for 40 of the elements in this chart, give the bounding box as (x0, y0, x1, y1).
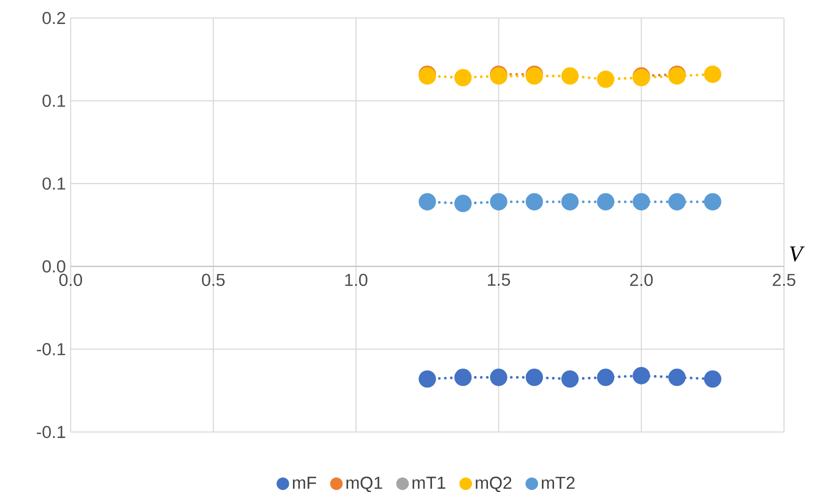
point (597, 368, 614, 386)
y-tick-label: 0.1 (42, 94, 66, 107)
point (490, 368, 508, 386)
point (418, 193, 436, 210)
y-tick-label: 0.1 (42, 177, 66, 190)
y-tick-label: -0.1 (36, 343, 66, 356)
y-tick-label: -0.1 (36, 426, 66, 438)
x-axis-title: V (790, 246, 805, 262)
x-tick-label: 1.5 (488, 274, 510, 286)
point (668, 193, 686, 210)
point (490, 193, 508, 210)
point (704, 193, 722, 210)
point (561, 67, 579, 85)
y-tick-label: 0.2 (42, 12, 66, 24)
point (454, 194, 472, 212)
legend-label: mT2 (542, 476, 575, 489)
legend-label: mF (292, 476, 316, 489)
point (704, 66, 722, 83)
point (526, 193, 544, 210)
point (526, 368, 544, 386)
point (418, 370, 436, 388)
legend-label: mQ1 (346, 476, 382, 492)
x-tick-label: 2.5 (772, 274, 796, 286)
point (704, 370, 722, 388)
point (597, 193, 614, 210)
x-tick-label: 1.0 (345, 274, 368, 286)
y-tick-label: 0.0 (42, 260, 66, 273)
point (561, 193, 579, 210)
x-tick-label: 0.0 (59, 274, 82, 286)
x-tick-label: 2.0 (630, 274, 653, 286)
point (454, 68, 472, 86)
point (668, 368, 686, 386)
point (632, 367, 650, 384)
x-tick-label: 0.5 (202, 274, 225, 286)
legend-label: mT1 (412, 476, 446, 489)
point (454, 368, 472, 386)
point (597, 70, 614, 88)
point (632, 193, 650, 210)
legend-label: mQ2 (476, 476, 512, 492)
point (561, 370, 579, 388)
